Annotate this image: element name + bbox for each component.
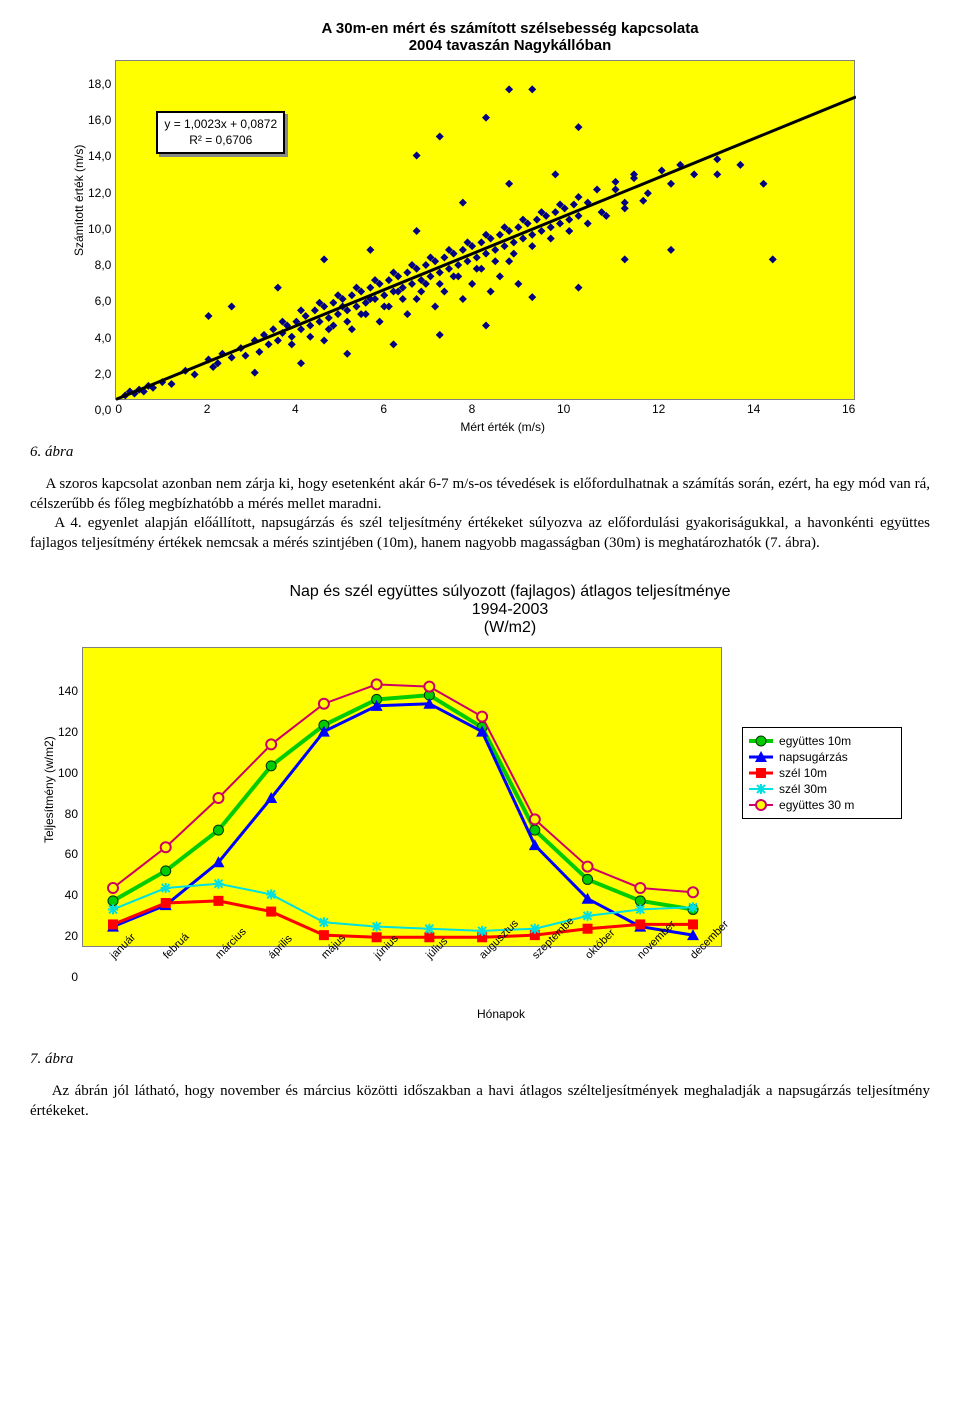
xtick: január (108, 953, 116, 961)
figure-2-legend: együttes 10m napsugárzás szél 10m szél 30m e… (742, 727, 902, 819)
xtick: május (319, 953, 327, 961)
xtick: 10 (557, 402, 570, 416)
legend-item: szél 10m (749, 766, 895, 780)
ytick: 0 (71, 970, 78, 984)
xtick: augusztus (477, 953, 485, 961)
eq-line-1: y = 1,0023x + 0,0872 (164, 117, 277, 133)
ytick: 40 (65, 888, 78, 902)
figure-1-xticks: 0 2 4 6 8 10 12 14 16 (115, 402, 855, 416)
ytick: 10,0 (88, 222, 111, 236)
fig2-title-2: 1994-2003 (472, 601, 549, 618)
figure-1-ylabel: Számított érték (m/s) (72, 238, 86, 256)
ytick: 14,0 (88, 149, 111, 163)
ytick: 8,0 (95, 258, 112, 272)
legend-item: együttes 30 m (749, 798, 895, 812)
figure-2-caption: 7. ábra (30, 1051, 930, 1068)
figure-1: A 30m-en mért és számított szélsebesség … (30, 20, 930, 461)
ytick: 4,0 (95, 331, 112, 345)
ytick: 20 (65, 929, 78, 943)
paragraph-1: A szoros kapcsolat azonban nem zárja ki,… (30, 475, 930, 553)
ytick: 120 (58, 725, 78, 739)
ytick: 100 (58, 766, 78, 780)
paragraph-2: Az ábrán jól látható, hogy november és m… (30, 1082, 930, 1121)
ytick: 2,0 (95, 367, 112, 381)
legend-label: együttes 10m (779, 734, 851, 748)
legend-item: szél 30m (749, 782, 895, 796)
figure-2-title: Nap és szél együttes súlyozott (fajlagos… (90, 583, 930, 637)
xtick: 4 (292, 402, 299, 416)
xtick: március (213, 953, 221, 961)
fig2-title-1: Nap és szél együttes súlyozott (fajlagos… (289, 583, 730, 600)
xtick: december (688, 953, 696, 961)
xtick: július (424, 953, 432, 961)
figure-1-xlabel: Mért érték (m/s) (115, 420, 890, 434)
regression-box: y = 1,0023x + 0,0872 R² = 0,6706 (156, 111, 285, 154)
title-line-2: 2004 tavaszán Nagykállóban (409, 37, 612, 54)
figure-1-yticks: 18,0 16,0 14,0 12,0 10,0 8,0 6,0 4,0 2,0 0,0 (88, 77, 115, 417)
figure-2-ylabel: Teljesítmény (w/m2) (42, 825, 56, 843)
xtick: november (635, 953, 643, 961)
fig2-title-3: (W/m2) (484, 619, 536, 636)
xtick: 16 (842, 402, 855, 416)
figure-2-svg (83, 648, 723, 948)
ytick: 60 (65, 847, 78, 861)
title-line-1: A 30m-en mért és számított szélsebesség … (321, 20, 698, 37)
figure-2-xticks: január februá március április május június júl… (82, 947, 722, 1017)
figure-2-yticks: 140 120 100 80 60 40 20 0 (58, 684, 82, 984)
xtick: június (372, 953, 380, 961)
xtick: 14 (747, 402, 760, 416)
figure-1-caption: 6. ábra (30, 444, 930, 461)
legend-item: napsugárzás (749, 750, 895, 764)
ytick: 80 (65, 807, 78, 821)
xtick: 8 (469, 402, 476, 416)
xtick: szeptembe (530, 953, 538, 961)
xtick: 6 (380, 402, 387, 416)
ytick: 12,0 (88, 186, 111, 200)
legend-item: együttes 10m (749, 734, 895, 748)
xtick: 0 (115, 402, 122, 416)
ytick: 140 (58, 684, 78, 698)
legend-label: együttes 30 m (779, 798, 854, 812)
legend-label: szél 10m (779, 766, 827, 780)
paragraph-1-text-1: A szoros kapcsolat azonban nem zárja ki,… (30, 476, 930, 512)
xtick: februá (161, 953, 169, 961)
ytick: 18,0 (88, 77, 111, 91)
figure-2-plot (82, 647, 722, 947)
paragraph-1-text-2: A 4. egyenlet alapján előállított, napsu… (30, 515, 930, 551)
ytick: 6,0 (95, 294, 112, 308)
xtick: október (583, 953, 591, 961)
paragraph-2-text: Az ábrán jól látható, hogy november és m… (30, 1083, 930, 1119)
ytick: 16,0 (88, 113, 111, 127)
xtick: április (266, 953, 274, 961)
eq-line-2: R² = 0,6706 (164, 133, 277, 149)
legend-label: napsugárzás (779, 750, 848, 764)
figure-1-plot: y = 1,0023x + 0,0872 R² = 0,6706 (115, 60, 855, 400)
ytick: 0,0 (95, 403, 112, 417)
legend-label: szél 30m (779, 782, 827, 796)
xtick: 2 (204, 402, 211, 416)
xtick: 12 (652, 402, 665, 416)
figure-1-title: A 30m-en mért és számított szélsebesség … (90, 20, 930, 54)
figure-2: Nap és szél együttes súlyozott (fajlagos… (30, 583, 930, 1068)
